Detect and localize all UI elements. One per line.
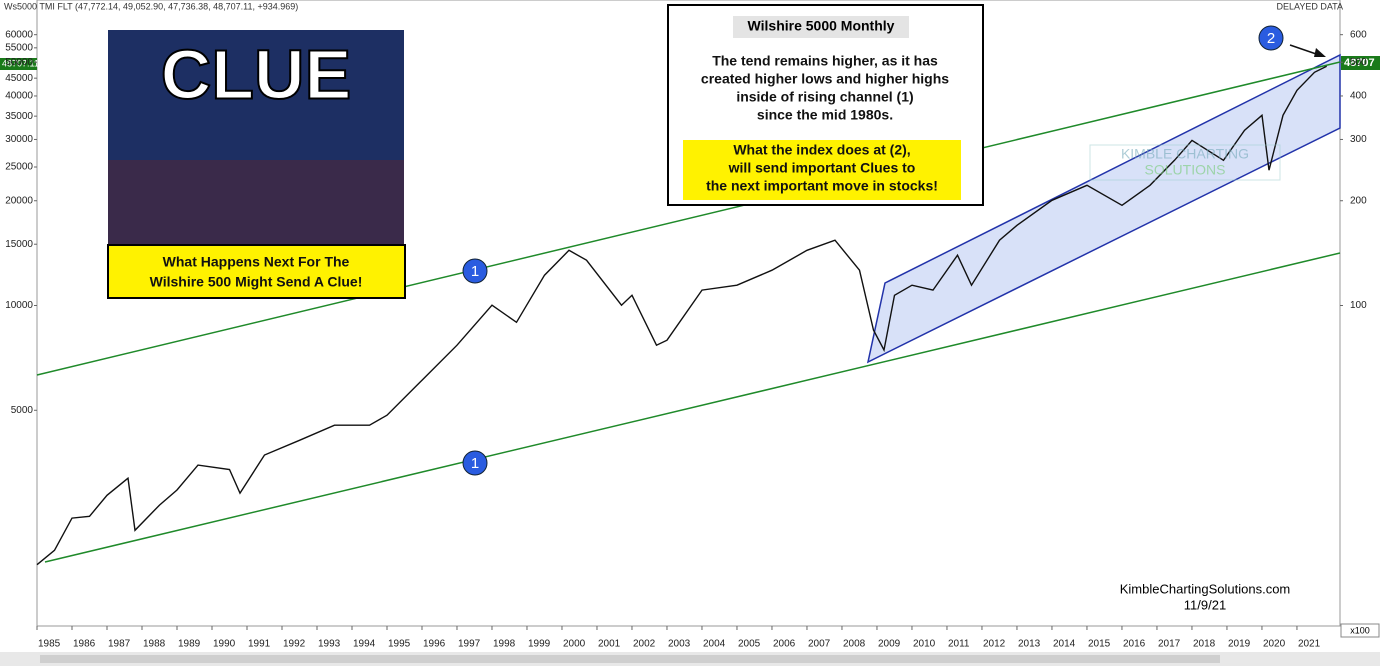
x-tick-label: 1994 xyxy=(353,639,376,650)
watermark: SOLUTIONS xyxy=(1145,162,1226,178)
watermark: KIMBLE CHARTING xyxy=(1121,146,1249,162)
credit: KimbleChartingSolutions.com xyxy=(1120,581,1291,596)
y-tick-label: 25000 xyxy=(5,162,33,173)
x-tick-label: 2006 xyxy=(773,639,796,650)
x-tick-label: 2021 xyxy=(1298,639,1321,650)
header: Ws5000 TMI FLT (47,772.14, 49,052.90, 47… xyxy=(4,1,298,11)
rising-channel xyxy=(866,53,1341,364)
y-tick-label: 40000 xyxy=(5,91,33,102)
callout: What the index does at (2), xyxy=(733,142,910,158)
lower-trendline xyxy=(44,252,1341,563)
x-tick-label: 1991 xyxy=(248,639,271,650)
x-tick-label: 2001 xyxy=(598,639,621,650)
x-tick-label: 1988 xyxy=(143,639,166,650)
scroll-thumb[interactable] xyxy=(40,655,1220,663)
caption: What Happens Next For The xyxy=(163,254,350,270)
x-tick-label: 2010 xyxy=(913,639,936,650)
last-price-tag xyxy=(0,58,37,70)
last-price-left: 48707.11 xyxy=(2,58,39,68)
x-tick-label: 2003 xyxy=(668,639,691,650)
x-tick-label: 2019 xyxy=(1228,639,1251,650)
y2-tick-label: 300 xyxy=(1350,134,1367,145)
x-tick-label: 1997 xyxy=(458,639,481,650)
note-title-bg xyxy=(733,16,909,38)
x-tick-label: 1993 xyxy=(318,639,341,650)
callout-box xyxy=(683,140,961,200)
marker-label: 2 xyxy=(1267,30,1275,47)
x-tick-label: 2018 xyxy=(1193,639,1216,650)
caption-box xyxy=(107,244,406,299)
x-tick-label: 1999 xyxy=(528,639,551,650)
y-tick-label: 35000 xyxy=(5,111,33,122)
date: 11/9/21 xyxy=(1184,597,1226,612)
callout: the next important move in stocks! xyxy=(706,178,938,194)
x-tick-label: 1992 xyxy=(283,639,306,650)
last-price-right: 48707 xyxy=(1344,57,1375,69)
y-tick-label: 55000 xyxy=(5,42,33,53)
y-tick-label: 50000 xyxy=(5,57,33,68)
callout: will send important Clues to xyxy=(728,160,916,176)
y-tick-label: 30000 xyxy=(5,134,33,145)
scale-note-box xyxy=(1340,623,1380,638)
x-tick-label: 2009 xyxy=(878,639,901,650)
delayed-note: DELAYED DATA xyxy=(1276,1,1343,11)
x-tick-label: 2020 xyxy=(1263,639,1286,650)
x-tick-label: 2004 xyxy=(703,639,726,650)
x-tick-label: 2014 xyxy=(1053,639,1076,650)
scale-note: x100 xyxy=(1350,625,1370,635)
arrow-head xyxy=(1314,48,1326,57)
x-tick-label: 1987 xyxy=(108,639,131,650)
x-tick-label: 2002 xyxy=(633,639,656,650)
y-tick-label: 15000 xyxy=(5,239,33,250)
marker-group: 1 1 2 xyxy=(462,25,1284,476)
y-tick-label: 20000 xyxy=(5,195,33,206)
note-title: Wilshire 5000 Monthly xyxy=(748,18,895,34)
marker-label: 1 xyxy=(471,263,479,280)
x-tick-label: 2016 xyxy=(1123,639,1146,650)
x-tick-label: 1990 xyxy=(213,639,236,650)
y-tick-label: 60000 xyxy=(5,29,33,40)
x-tick-label: 2005 xyxy=(738,639,761,650)
y2-tick-label: 400 xyxy=(1350,91,1367,102)
marker xyxy=(1258,25,1284,51)
clue-title: CLUE xyxy=(161,35,352,113)
x-tick-label: 1986 xyxy=(73,639,96,650)
note-text: created higher lows and higher highs xyxy=(701,71,949,87)
x-tick-label: 1995 xyxy=(388,639,411,650)
x-tick-label: 2007 xyxy=(808,639,831,650)
price-line xyxy=(36,65,1328,566)
x-tick-label: 2012 xyxy=(983,639,1006,650)
y2-tick-label: 100 xyxy=(1350,300,1367,311)
x-tick-label: 2000 xyxy=(563,639,586,650)
upper-trendline xyxy=(36,61,1341,376)
x-tick-label: 2011 xyxy=(948,639,970,650)
note-text: since the mid 1980s. xyxy=(757,107,893,123)
y-tick-label: 45000 xyxy=(5,73,33,84)
marker xyxy=(462,258,488,284)
marker xyxy=(462,450,488,476)
note-text: The tend remains higher, as it has xyxy=(712,53,938,69)
y2-tick-label: 200 xyxy=(1350,195,1367,206)
x-tick-label: 2017 xyxy=(1158,639,1181,650)
caption: Wilshire 500 Might Send A Clue! xyxy=(150,274,363,290)
x-tick-label: 1998 xyxy=(493,639,516,650)
marker-label: 1 xyxy=(471,455,479,472)
y-tick-label: 10000 xyxy=(5,300,33,311)
note-text: inside of rising channel (1) xyxy=(736,89,913,105)
x-tick-label: 1996 xyxy=(423,639,446,650)
x-tick-label: 2013 xyxy=(1018,639,1041,650)
last-price-tag xyxy=(1341,56,1380,70)
y-tick-label: 5000 xyxy=(11,405,34,416)
x-tick-label: 2008 xyxy=(843,639,866,650)
x-tick-label: 1989 xyxy=(178,639,201,650)
plot-frame xyxy=(36,0,1341,627)
y2-tick-label: 600 xyxy=(1350,29,1367,40)
watermark-frame xyxy=(1089,144,1281,181)
clue-image-art xyxy=(108,160,404,245)
x-tick-label: 2015 xyxy=(1088,639,1111,650)
y2-tick-label: 500 xyxy=(1350,57,1367,68)
x-tick-label: 1985 xyxy=(38,639,61,650)
plot xyxy=(36,65,1328,566)
